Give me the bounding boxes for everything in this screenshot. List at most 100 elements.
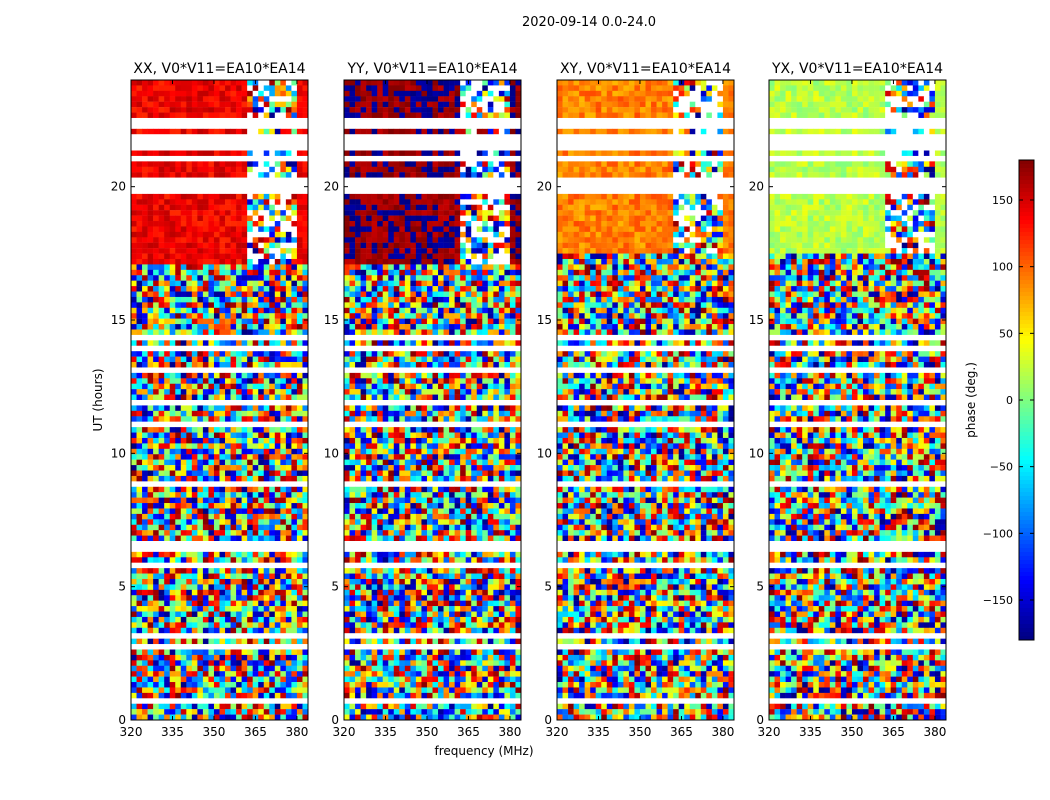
heatmap-cell [202, 682, 209, 688]
heatmap-cell [175, 573, 182, 580]
heatmap-cell [366, 264, 372, 271]
heatmap-cell [153, 226, 159, 233]
heatmap-cell [296, 307, 303, 314]
heatmap-cell [421, 172, 428, 178]
heatmap-cell [280, 302, 287, 308]
heatmap-cell [131, 638, 137, 645]
heatmap-cell [493, 85, 500, 92]
heatmap-cell [247, 589, 253, 596]
heatmap-cell [344, 416, 350, 422]
heatmap-cell [142, 383, 148, 390]
heatmap-cell [191, 150, 198, 157]
heatmap-cell [274, 519, 281, 525]
heatmap-cell [355, 280, 361, 287]
heatmap-cell [366, 296, 372, 303]
flagged-row [131, 633, 308, 639]
heatmap-cell [131, 665, 137, 672]
heatmap-cell [153, 459, 159, 466]
heatmap-cell [349, 410, 356, 417]
heatmap-cell [476, 329, 483, 336]
heatmap-cell [158, 600, 165, 607]
heatmap-cell [399, 199, 406, 205]
heatmap-cell [252, 112, 259, 119]
heatmap-cell [142, 530, 148, 536]
heatmap-cell [186, 166, 193, 173]
heatmap-cell [515, 161, 522, 167]
heatmap-cell [169, 258, 176, 265]
heatmap-cell [443, 394, 450, 401]
heatmap-cell [175, 340, 182, 346]
heatmap-cell [291, 660, 298, 666]
heatmap-cell [269, 714, 276, 721]
heatmap-cell [236, 248, 242, 254]
heatmap-cell [454, 291, 461, 298]
heatmap-cell [136, 204, 143, 211]
heatmap-cell [175, 448, 182, 455]
heatmap-cell [302, 459, 309, 466]
heatmap-cell [498, 204, 505, 211]
heatmap-cell [280, 589, 287, 596]
flagged-row [344, 183, 521, 189]
heatmap-cell [382, 432, 389, 439]
heatmap-cell [252, 454, 259, 460]
heatmap-cell [247, 524, 253, 531]
heatmap-cell [415, 107, 422, 113]
heatmap-cell [443, 231, 450, 238]
heatmap-cell [213, 497, 220, 504]
heatmap-cell [471, 150, 478, 157]
heatmap-cell [443, 221, 450, 227]
heatmap-cell [471, 199, 478, 205]
flagged-row [344, 145, 521, 151]
heatmap-cell [504, 378, 511, 384]
heatmap-cell [252, 622, 259, 628]
flagged-row [131, 334, 308, 341]
heatmap-cell [438, 340, 444, 346]
heatmap-cell [377, 237, 384, 243]
heatmap-cell [169, 172, 176, 178]
heatmap-cell [202, 329, 209, 336]
heatmap-cell [393, 80, 400, 86]
heatmap-cell [191, 172, 198, 178]
heatmap-cell [236, 286, 242, 292]
heatmap-cell [169, 318, 176, 325]
flagged-row [344, 345, 521, 352]
heatmap-cell [263, 584, 270, 591]
heatmap-cell [393, 96, 400, 102]
heatmap-cell [252, 503, 259, 509]
heatmap-cell [344, 459, 350, 466]
heatmap-cell [432, 275, 439, 281]
heatmap-cell [269, 231, 276, 238]
heatmap-cell [344, 215, 350, 222]
heatmap-cell [399, 258, 406, 265]
heatmap-cell [142, 248, 148, 254]
heatmap-cell [252, 231, 259, 238]
heatmap-cell [142, 497, 148, 504]
heatmap-cell [241, 508, 248, 515]
heatmap-cell [186, 383, 193, 390]
heatmap-cell [147, 589, 154, 596]
heatmap-cell [258, 248, 265, 254]
heatmap-cell [186, 676, 193, 683]
heatmap-cell [432, 226, 439, 233]
heatmap-cell [476, 248, 483, 254]
heatmap-cell [230, 524, 237, 531]
heatmap-cell [432, 101, 439, 108]
heatmap-cell [147, 709, 154, 715]
heatmap-cell [142, 486, 148, 493]
heatmap-cell [280, 318, 287, 325]
heatmap-cell [208, 437, 215, 444]
heatmap-cell [263, 324, 270, 330]
heatmap-cell [208, 616, 215, 623]
heatmap-cell [269, 90, 276, 97]
heatmap-cell [131, 557, 137, 563]
heatmap-cell [404, 166, 411, 173]
heatmap-cell [186, 280, 193, 287]
heatmap-cell [180, 340, 187, 346]
heatmap-cell [291, 616, 298, 623]
heatmap-cell [344, 313, 350, 319]
heatmap-cell [241, 551, 248, 558]
heatmap-cell [175, 210, 182, 216]
heatmap-cell [349, 356, 356, 363]
heatmap-cell [382, 128, 389, 135]
heatmap-cell [296, 215, 303, 222]
